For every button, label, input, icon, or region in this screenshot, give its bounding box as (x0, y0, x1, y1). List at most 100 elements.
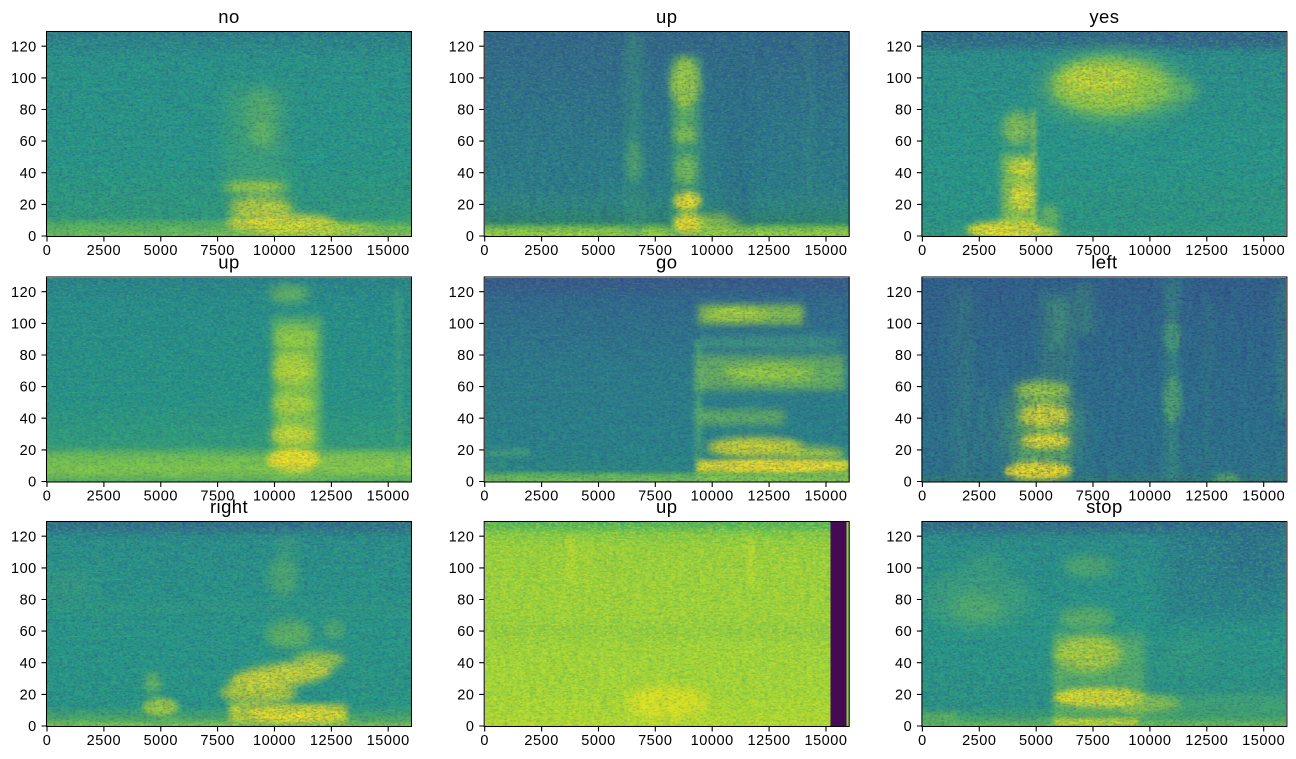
svg-text:60: 60 (20, 624, 37, 640)
svg-text:60: 60 (20, 380, 37, 396)
svg-text:10000: 10000 (253, 243, 296, 259)
svg-text:right: right (210, 496, 248, 517)
svg-text:5000: 5000 (1019, 243, 1053, 259)
svg-text:40: 40 (20, 411, 37, 427)
svg-text:2500: 2500 (524, 733, 558, 749)
svg-text:10000: 10000 (691, 489, 734, 505)
svg-text:60: 60 (457, 134, 474, 150)
svg-text:80: 80 (457, 348, 474, 364)
svg-text:left: left (1091, 252, 1117, 273)
svg-text:40: 40 (895, 411, 912, 427)
svg-text:120: 120 (11, 529, 37, 545)
svg-text:120: 120 (449, 39, 475, 55)
svg-text:120: 120 (11, 285, 37, 301)
svg-text:100: 100 (886, 317, 912, 333)
svg-text:40: 40 (457, 166, 474, 182)
svg-text:120: 120 (886, 39, 912, 55)
svg-text:60: 60 (20, 134, 37, 150)
svg-text:5000: 5000 (581, 243, 615, 259)
svg-text:0: 0 (904, 719, 913, 735)
svg-text:5000: 5000 (1019, 489, 1053, 505)
svg-text:15000: 15000 (804, 243, 847, 259)
svg-text:yes: yes (1089, 6, 1119, 27)
svg-text:120: 120 (886, 285, 912, 301)
svg-text:80: 80 (457, 593, 474, 609)
svg-text:20: 20 (20, 198, 37, 214)
svg-text:80: 80 (20, 348, 37, 364)
svg-text:100: 100 (11, 71, 37, 87)
svg-text:15000: 15000 (804, 489, 847, 505)
svg-text:80: 80 (457, 103, 474, 119)
svg-text:12500: 12500 (1185, 489, 1228, 505)
svg-text:80: 80 (895, 593, 912, 609)
svg-text:go: go (656, 252, 677, 273)
svg-text:2500: 2500 (87, 489, 121, 505)
svg-text:2500: 2500 (87, 243, 121, 259)
svg-text:40: 40 (20, 166, 37, 182)
svg-text:40: 40 (457, 411, 474, 427)
svg-text:10000: 10000 (253, 489, 296, 505)
svg-text:7500: 7500 (1076, 489, 1110, 505)
svg-text:2500: 2500 (87, 733, 121, 749)
svg-text:100: 100 (449, 71, 475, 87)
svg-text:7500: 7500 (638, 243, 672, 259)
svg-text:20: 20 (20, 688, 37, 704)
svg-text:up: up (656, 496, 677, 517)
svg-text:60: 60 (895, 624, 912, 640)
svg-text:40: 40 (20, 656, 37, 672)
svg-text:7500: 7500 (1076, 733, 1110, 749)
svg-text:100: 100 (886, 561, 912, 577)
svg-text:15000: 15000 (1242, 489, 1285, 505)
svg-text:12500: 12500 (310, 243, 353, 259)
svg-text:15000: 15000 (804, 733, 847, 749)
svg-text:7500: 7500 (200, 489, 234, 505)
svg-text:60: 60 (895, 380, 912, 396)
svg-text:12500: 12500 (310, 489, 353, 505)
svg-text:0: 0 (480, 489, 489, 505)
svg-text:7500: 7500 (200, 733, 234, 749)
svg-text:80: 80 (895, 103, 912, 119)
svg-text:80: 80 (895, 348, 912, 364)
svg-text:15000: 15000 (1242, 243, 1285, 259)
svg-text:80: 80 (20, 103, 37, 119)
svg-text:120: 120 (886, 529, 912, 545)
svg-text:20: 20 (457, 443, 474, 459)
svg-text:40: 40 (895, 166, 912, 182)
svg-text:0: 0 (904, 475, 913, 491)
svg-text:12500: 12500 (748, 489, 791, 505)
svg-text:60: 60 (457, 380, 474, 396)
svg-text:10000: 10000 (691, 733, 734, 749)
svg-text:10000: 10000 (1128, 489, 1171, 505)
svg-text:0: 0 (43, 733, 52, 749)
svg-text:100: 100 (449, 561, 475, 577)
svg-text:0: 0 (918, 243, 927, 259)
svg-text:100: 100 (449, 317, 475, 333)
svg-text:7500: 7500 (638, 733, 672, 749)
svg-text:0: 0 (466, 229, 475, 245)
svg-text:20: 20 (895, 688, 912, 704)
svg-text:up: up (656, 6, 677, 27)
svg-text:60: 60 (895, 134, 912, 150)
svg-text:5000: 5000 (581, 733, 615, 749)
svg-text:stop: stop (1086, 496, 1123, 517)
svg-text:5000: 5000 (144, 489, 178, 505)
svg-text:15000: 15000 (1242, 733, 1285, 749)
svg-text:0: 0 (918, 489, 927, 505)
svg-text:40: 40 (457, 656, 474, 672)
svg-text:20: 20 (457, 688, 474, 704)
svg-text:12500: 12500 (748, 243, 791, 259)
svg-text:up: up (218, 252, 239, 273)
svg-text:7500: 7500 (1076, 243, 1110, 259)
svg-text:no: no (218, 6, 239, 27)
svg-text:0: 0 (28, 229, 37, 245)
svg-text:10000: 10000 (253, 733, 296, 749)
svg-text:15000: 15000 (367, 243, 410, 259)
svg-text:2500: 2500 (962, 489, 996, 505)
svg-text:2500: 2500 (524, 243, 558, 259)
svg-text:0: 0 (466, 719, 475, 735)
svg-text:2500: 2500 (524, 489, 558, 505)
svg-text:5000: 5000 (581, 489, 615, 505)
svg-text:0: 0 (28, 475, 37, 491)
svg-text:0: 0 (480, 733, 489, 749)
svg-text:12500: 12500 (1185, 243, 1228, 259)
